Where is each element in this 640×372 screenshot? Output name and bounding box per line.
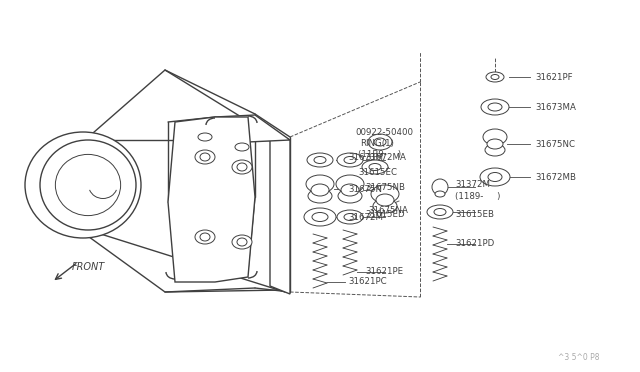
Text: 31621PE: 31621PE — [365, 267, 403, 276]
Ellipse shape — [486, 72, 504, 82]
Ellipse shape — [40, 140, 136, 230]
Text: 31673M: 31673M — [348, 153, 383, 161]
Ellipse shape — [232, 160, 252, 174]
Text: 31615EC: 31615EC — [358, 167, 397, 176]
Text: 31675NB: 31675NB — [365, 183, 405, 192]
Ellipse shape — [427, 205, 453, 219]
Ellipse shape — [481, 99, 509, 115]
Ellipse shape — [362, 160, 388, 174]
Polygon shape — [168, 117, 255, 282]
Text: 31615ED: 31615ED — [365, 209, 404, 218]
Polygon shape — [270, 132, 290, 294]
Text: FRONT: FRONT — [72, 262, 105, 272]
Ellipse shape — [337, 153, 363, 167]
Text: (11B9-    ): (11B9- ) — [358, 150, 401, 158]
Ellipse shape — [54, 153, 123, 217]
Ellipse shape — [25, 132, 141, 238]
Text: 31672M: 31672M — [348, 212, 383, 221]
Ellipse shape — [338, 189, 362, 203]
Text: RING(1): RING(1) — [360, 138, 394, 148]
Text: 31615EB: 31615EB — [455, 209, 494, 218]
Ellipse shape — [371, 185, 399, 203]
Text: 31675N: 31675N — [348, 185, 382, 193]
Ellipse shape — [235, 143, 249, 151]
Text: 31672MA: 31672MA — [365, 153, 406, 161]
Text: 31372M: 31372M — [455, 180, 490, 189]
Ellipse shape — [195, 150, 215, 164]
Ellipse shape — [311, 184, 329, 196]
Ellipse shape — [376, 194, 394, 206]
Polygon shape — [215, 115, 290, 142]
Text: 31672MB: 31672MB — [535, 173, 576, 182]
Ellipse shape — [368, 134, 392, 150]
Ellipse shape — [483, 129, 507, 145]
Text: 31621PD: 31621PD — [455, 240, 494, 248]
Ellipse shape — [336, 175, 364, 193]
Ellipse shape — [306, 175, 334, 193]
Ellipse shape — [373, 199, 397, 213]
Text: 31621PF: 31621PF — [535, 73, 573, 81]
Ellipse shape — [485, 144, 505, 156]
Ellipse shape — [304, 208, 336, 226]
Ellipse shape — [198, 133, 212, 141]
Ellipse shape — [232, 235, 252, 249]
Ellipse shape — [487, 139, 503, 149]
Circle shape — [432, 179, 448, 195]
Ellipse shape — [480, 168, 510, 186]
Text: 31675NC: 31675NC — [535, 140, 575, 148]
Text: 31675NA: 31675NA — [368, 205, 408, 215]
Ellipse shape — [435, 191, 445, 197]
Text: ^3 5^0 P8: ^3 5^0 P8 — [559, 353, 600, 362]
Ellipse shape — [341, 184, 359, 196]
Ellipse shape — [40, 140, 136, 230]
Ellipse shape — [337, 210, 363, 224]
Text: 00922-50400: 00922-50400 — [355, 128, 413, 137]
Polygon shape — [85, 70, 285, 292]
Text: 31621PC: 31621PC — [348, 278, 387, 286]
Text: (1189-     ): (1189- ) — [455, 192, 500, 201]
Ellipse shape — [307, 153, 333, 167]
Ellipse shape — [308, 189, 332, 203]
Text: 31673MA: 31673MA — [535, 103, 576, 112]
Ellipse shape — [195, 230, 215, 244]
